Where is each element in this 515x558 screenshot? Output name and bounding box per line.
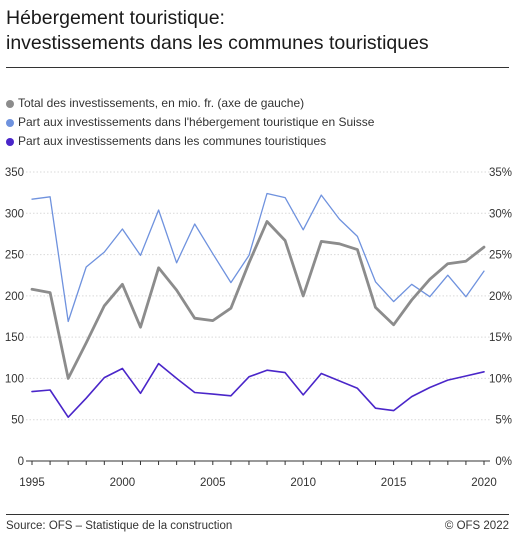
legend-item-total: Total des investissements, en mio. fr. (… bbox=[6, 94, 374, 113]
chart-series bbox=[30, 192, 486, 419]
legend-label-share-communes: Part aux investissements dans les commun… bbox=[18, 134, 327, 148]
x-tick-label: 2015 bbox=[381, 477, 407, 489]
series-line-total bbox=[30, 220, 486, 380]
x-tick-label: 2000 bbox=[110, 477, 136, 489]
legend-item-share-communes: Part aux investissements dans les commun… bbox=[6, 132, 374, 151]
source-note: Source: OFS – Statistique de la construc… bbox=[6, 520, 233, 532]
copyright-note: © OFS 2022 bbox=[444, 520, 509, 532]
chart-grid bbox=[26, 171, 490, 462]
legend-marker-share-switzerland bbox=[6, 119, 14, 127]
right-axis-ticks: 0% 5% 10% 15% 20% 25% 30% 35% bbox=[489, 167, 512, 468]
y-left-tick-label: 300 bbox=[5, 208, 24, 220]
y-right-tick-label: 30% bbox=[489, 208, 512, 220]
y-left-tick-label: 350 bbox=[5, 167, 24, 179]
y-right-tick-label: 5% bbox=[495, 415, 512, 427]
series-line-share-switzerland bbox=[31, 192, 485, 323]
chart-title: Hébergement touristique: investissements… bbox=[6, 6, 429, 56]
title-divider bbox=[6, 67, 509, 68]
y-left-tick-label: 200 bbox=[5, 291, 24, 303]
legend-label-total: Total des investissements, en mio. fr. (… bbox=[18, 96, 305, 110]
y-right-tick-label: 15% bbox=[489, 332, 512, 344]
footer-divider bbox=[6, 514, 509, 515]
chart-legend: Total des investissements, en mio. fr. (… bbox=[6, 94, 374, 151]
y-right-tick-label: 0% bbox=[495, 456, 512, 468]
legend-marker-share-communes bbox=[6, 138, 14, 146]
x-tick-label: 1995 bbox=[19, 477, 45, 489]
legend-label-share-switzerland: Part aux investissements dans l'hébergem… bbox=[18, 115, 375, 129]
series-line-share-communes bbox=[31, 362, 485, 419]
y-right-tick-label: 25% bbox=[489, 250, 512, 262]
y-left-tick-label: 150 bbox=[5, 332, 24, 344]
legend-marker-total bbox=[6, 100, 14, 108]
x-axis-ticks: 1995 2000 2005 2010 2015 2020 bbox=[19, 461, 497, 489]
y-left-tick-label: 250 bbox=[5, 250, 24, 262]
line-chart: 0 50 100 150 200 250 300 350 0% 5% 10% 15% 20% 25% 30… bbox=[5, 167, 512, 489]
chart-title-line-1: Hébergement touristique: bbox=[6, 7, 225, 29]
y-right-tick-label: 35% bbox=[489, 167, 512, 179]
x-tick-label: 2010 bbox=[290, 477, 316, 489]
y-left-tick-label: 0 bbox=[18, 456, 24, 468]
y-right-tick-label: 20% bbox=[489, 291, 512, 303]
legend-item-share-switzerland: Part aux investissements dans l'hébergem… bbox=[6, 113, 374, 132]
x-tick-label: 2005 bbox=[200, 477, 226, 489]
left-axis-ticks: 0 50 100 150 200 250 300 350 bbox=[5, 167, 24, 468]
y-right-tick-label: 10% bbox=[489, 373, 512, 385]
chart-title-line-2: investissements dans les communes touris… bbox=[6, 32, 429, 54]
x-tick-label: 2020 bbox=[471, 477, 497, 489]
y-left-tick-label: 100 bbox=[5, 373, 24, 385]
y-left-tick-label: 50 bbox=[11, 415, 24, 427]
